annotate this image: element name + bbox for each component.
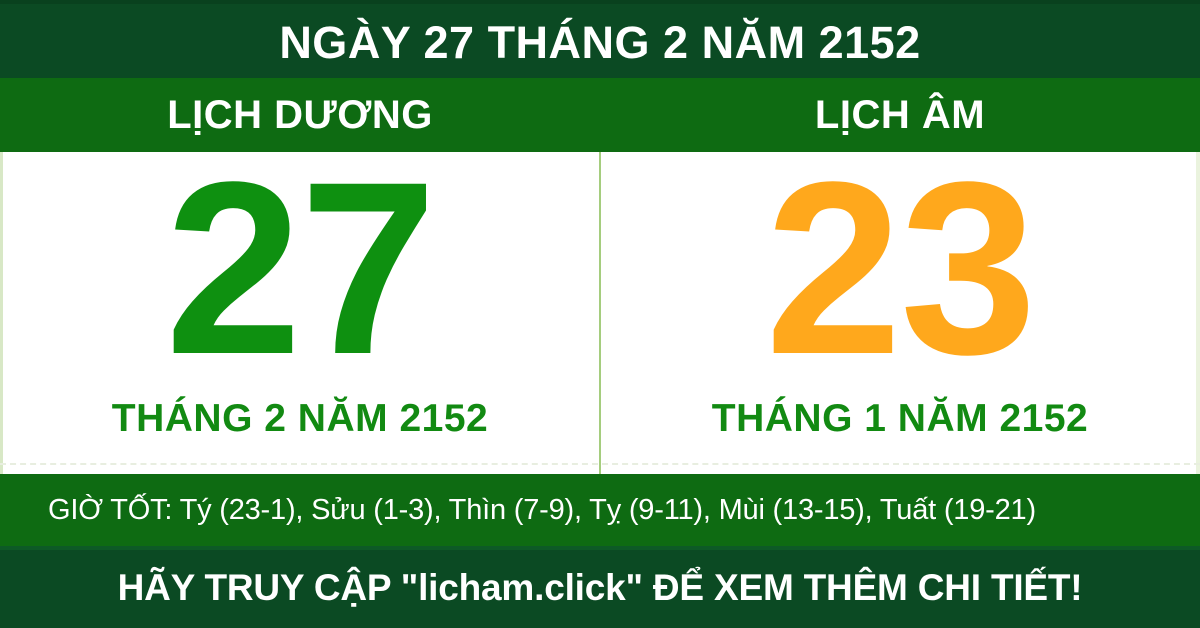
calendar-type-headers: LỊCH DƯƠNG LỊCH ÂM [0, 78, 1200, 152]
solar-day-panel: 27 THÁNG 2 NĂM 2152 [0, 146, 600, 474]
footer-cta-text: HÃY TRUY CẬP "licham.click" ĐỂ XEM THÊM … [117, 567, 1083, 608]
calendar-panels: 27 THÁNG 2 NĂM 2152 23 THÁNG 1 NĂM 2152 [0, 146, 1200, 474]
lunar-month-year-caption: THÁNG 1 NĂM 2152 [711, 397, 1089, 440]
lunar-calendar-header: LỊCH ÂM [814, 93, 986, 137]
lunar-day-number: 23 [765, 131, 1037, 406]
lunar-day-panel: 23 THÁNG 1 NĂM 2152 [600, 146, 1200, 474]
solar-calendar-header: LỊCH DƯƠNG [167, 93, 433, 137]
date-banner: NGÀY 27 THÁNG 2 NĂM 2152 [0, 0, 1200, 78]
footer-cta-banner: HÃY TRUY CẬP "licham.click" ĐỂ XEM THÊM … [0, 546, 1200, 628]
panel-bottom-dashed-line [0, 463, 1200, 465]
panel-divider [599, 152, 601, 474]
solar-day-number: 27 [165, 131, 437, 406]
solar-month-year-caption: THÁNG 2 NĂM 2152 [111, 397, 489, 440]
good-hours-bar: GIỜ TỐT: Tý (23-1), Sửu (1-3), Thìn (7-9… [0, 474, 1200, 546]
date-banner-title: NGÀY 27 THÁNG 2 NĂM 2152 [279, 17, 921, 68]
good-hours-text: GIỜ TỐT: Tý (23-1), Sửu (1-3), Thìn (7-9… [48, 494, 1036, 526]
